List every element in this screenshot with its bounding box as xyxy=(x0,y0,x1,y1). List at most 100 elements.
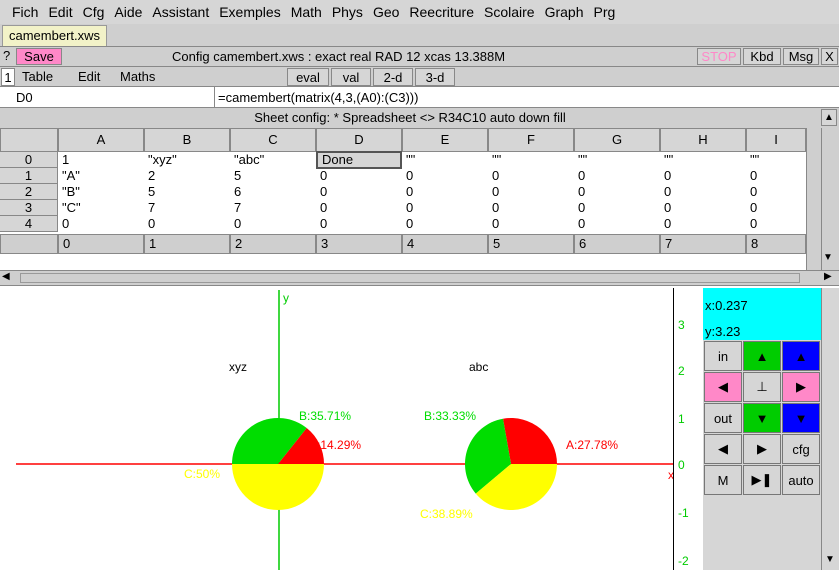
rewind-icon[interactable]: ◀ xyxy=(704,434,742,464)
index-cell[interactable]: 7 xyxy=(660,234,746,254)
level-indicator[interactable]: 1 xyxy=(1,68,15,86)
graph-canvas[interactable]: x y xyz abc B:35.71% A:14.29% C:50% B:33.33% A:2… xyxy=(16,286,674,570)
table-cell[interactable]: 0 xyxy=(234,216,242,231)
scroll-up-icon[interactable]: ▲ xyxy=(821,109,837,126)
table-cell[interactable]: 0 xyxy=(664,184,672,199)
help-button[interactable]: ? xyxy=(3,48,11,63)
table-cell[interactable]: 0 xyxy=(320,216,328,231)
column-header[interactable]: I xyxy=(746,128,806,152)
table-cell[interactable]: 1 xyxy=(62,152,70,167)
row-header[interactable]: 0 xyxy=(0,152,58,168)
menu-aide[interactable]: Aide xyxy=(114,4,143,20)
stop-button[interactable]: STOP xyxy=(697,48,741,65)
m-button[interactable]: M xyxy=(704,465,742,495)
cell-reference[interactable]: D0 xyxy=(16,90,33,105)
eval-button[interactable]: eval xyxy=(287,68,329,86)
maths-menu[interactable]: Maths xyxy=(120,69,156,84)
table-cell[interactable]: "A" xyxy=(62,168,80,183)
file-tab[interactable]: camembert.xws xyxy=(2,25,108,46)
table-cell[interactable]: 0 xyxy=(750,200,758,215)
3d-button[interactable]: 3-d xyxy=(415,68,455,86)
table-cell[interactable]: 0 xyxy=(750,216,758,231)
menu-phys[interactable]: Phys xyxy=(331,4,363,20)
table-cell[interactable]: 0 xyxy=(406,168,414,183)
val-button[interactable]: val xyxy=(331,68,371,86)
row-header[interactable]: 3 xyxy=(0,200,58,216)
row-header[interactable]: 1 xyxy=(0,168,58,184)
table-cell[interactable]: 0 xyxy=(492,184,500,199)
table-cell[interactable]: 0 xyxy=(578,200,586,215)
menu-cfg[interactable]: Cfg xyxy=(82,4,105,20)
column-header[interactable]: D xyxy=(316,128,402,152)
column-header[interactable]: F xyxy=(488,128,574,152)
index-cell[interactable]: 3 xyxy=(316,234,402,254)
scroll-right-icon[interactable]: ▶ xyxy=(824,271,832,282)
table-cell[interactable]: 7 xyxy=(148,200,156,215)
scroll-left-icon[interactable]: ◀ xyxy=(2,271,10,282)
table-cell[interactable]: 0 xyxy=(406,184,414,199)
menu-scolaire[interactable]: Scolaire xyxy=(484,4,535,20)
move-down-icon[interactable]: ▼ xyxy=(743,403,781,433)
move-up-3d-icon[interactable]: ▲ xyxy=(782,341,820,371)
table-cell[interactable]: "xyz" xyxy=(148,152,177,167)
move-left-icon[interactable]: ◀ xyxy=(704,372,742,402)
table-menu[interactable]: Table xyxy=(22,69,54,84)
table-cell[interactable]: "" xyxy=(406,152,416,167)
menu-prg[interactable]: Prg xyxy=(593,4,616,20)
zoom-out-button[interactable]: out xyxy=(704,403,742,433)
menu-exemples[interactable]: Exemples xyxy=(219,4,281,20)
auto-button[interactable]: auto xyxy=(782,465,820,495)
index-cell[interactable]: 2 xyxy=(230,234,316,254)
table-cell[interactable]: "" xyxy=(578,152,588,167)
keyboard-button[interactable]: Kbd xyxy=(743,48,781,65)
index-cell[interactable]: 5 xyxy=(488,234,574,254)
table-cell[interactable]: "" xyxy=(492,152,502,167)
table-cell[interactable]: 0 xyxy=(664,200,672,215)
close-button[interactable]: X xyxy=(821,48,838,65)
column-header[interactable]: B xyxy=(144,128,230,152)
row-header[interactable]: 2 xyxy=(0,184,58,200)
edit-menu[interactable]: Edit xyxy=(78,69,101,84)
scroll-thumb[interactable] xyxy=(20,273,800,283)
column-header[interactable]: H xyxy=(660,128,746,152)
grid-horizontal-scrollbar[interactable]: ◀ ▶ xyxy=(0,270,839,286)
menu-geo[interactable]: Geo xyxy=(372,4,400,20)
column-header[interactable]: A xyxy=(58,128,144,152)
table-cell[interactable]: 0 xyxy=(320,184,328,199)
table-cell[interactable]: 0 xyxy=(320,200,328,215)
index-cell[interactable]: 4 xyxy=(402,234,488,254)
table-cell[interactable]: "abc" xyxy=(234,152,265,167)
table-cell[interactable]: 0 xyxy=(750,184,758,199)
menu-graph[interactable]: Graph xyxy=(544,4,584,20)
table-cell[interactable]: 0 xyxy=(578,216,586,231)
formula-input[interactable]: =camembert(matrix(4,3,(A0):(C3))) xyxy=(218,90,419,105)
table-cell[interactable]: "" xyxy=(750,152,760,167)
table-cell[interactable]: "" xyxy=(664,152,674,167)
index-cell[interactable]: 6 xyxy=(574,234,660,254)
messages-button[interactable]: Msg xyxy=(783,48,819,65)
move-down-3d-icon[interactable]: ▼ xyxy=(782,403,820,433)
play-pause-icon[interactable]: ▶❚ xyxy=(743,465,781,495)
menu-math[interactable]: Math xyxy=(290,4,322,20)
forward-icon[interactable]: ▶ xyxy=(743,434,781,464)
table-cell[interactable]: 0 xyxy=(320,168,328,183)
table-cell[interactable]: 6 xyxy=(234,184,242,199)
table-cell[interactable]: 0 xyxy=(750,168,758,183)
table-cell[interactable]: 0 xyxy=(406,216,414,231)
table-cell[interactable]: 0 xyxy=(664,168,672,183)
2d-button[interactable]: 2-d xyxy=(373,68,413,86)
column-header[interactable]: G xyxy=(574,128,660,152)
row-header[interactable]: 4 xyxy=(0,216,58,232)
index-cell[interactable]: 0 xyxy=(58,234,144,254)
table-cell[interactable]: 5 xyxy=(148,184,156,199)
scroll-down-icon[interactable]: ▼ xyxy=(825,554,835,565)
menu-fich[interactable]: Fich xyxy=(12,4,39,20)
table-cell[interactable]: 0 xyxy=(492,216,500,231)
table-cell[interactable]: 0 xyxy=(62,216,70,231)
graph-vertical-scrollbar[interactable]: ▼ xyxy=(821,288,839,570)
zoom-in-button[interactable]: in xyxy=(704,341,742,371)
table-cell[interactable]: 0 xyxy=(148,216,156,231)
menu-reecriture[interactable]: Reecriture xyxy=(409,4,474,20)
menu-assistant[interactable]: Assistant xyxy=(152,4,210,20)
column-header[interactable]: E xyxy=(402,128,488,152)
